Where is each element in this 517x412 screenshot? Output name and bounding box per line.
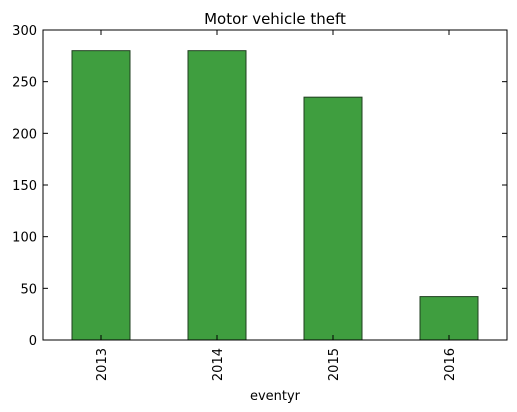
y-tick-label: 50 — [20, 282, 37, 297]
bar-2015 — [303, 96, 363, 341]
x-tick-label-2015: 2015 — [327, 348, 342, 381]
y-tick-label: 100 — [12, 231, 37, 246]
y-tick-label: 200 — [12, 127, 37, 142]
plot-frame — [42, 29, 508, 341]
bar-2014 — [187, 50, 247, 341]
y-tick-label: 300 — [12, 24, 37, 39]
y-tick-label: 0 — [29, 334, 37, 349]
x-tick-label-2014: 2014 — [211, 348, 226, 381]
y-tick-label: 250 — [12, 76, 37, 91]
y-axis-ticks: 0 50 100 150 200 250 300 — [12, 24, 507, 349]
x-tick-label-2013: 2013 — [95, 348, 110, 381]
x-tick-label-2016: 2016 — [443, 348, 458, 381]
bar-2016 — [419, 296, 479, 341]
bar-2013 — [71, 50, 131, 341]
y-tick-label: 150 — [12, 179, 37, 194]
chart-title: Motor vehicle theft — [204, 10, 346, 28]
bars-group — [71, 50, 479, 341]
x-axis-ticks: 2013 2014 2015 2016 — [95, 30, 458, 381]
x-axis-label: eventyr — [250, 389, 301, 404]
